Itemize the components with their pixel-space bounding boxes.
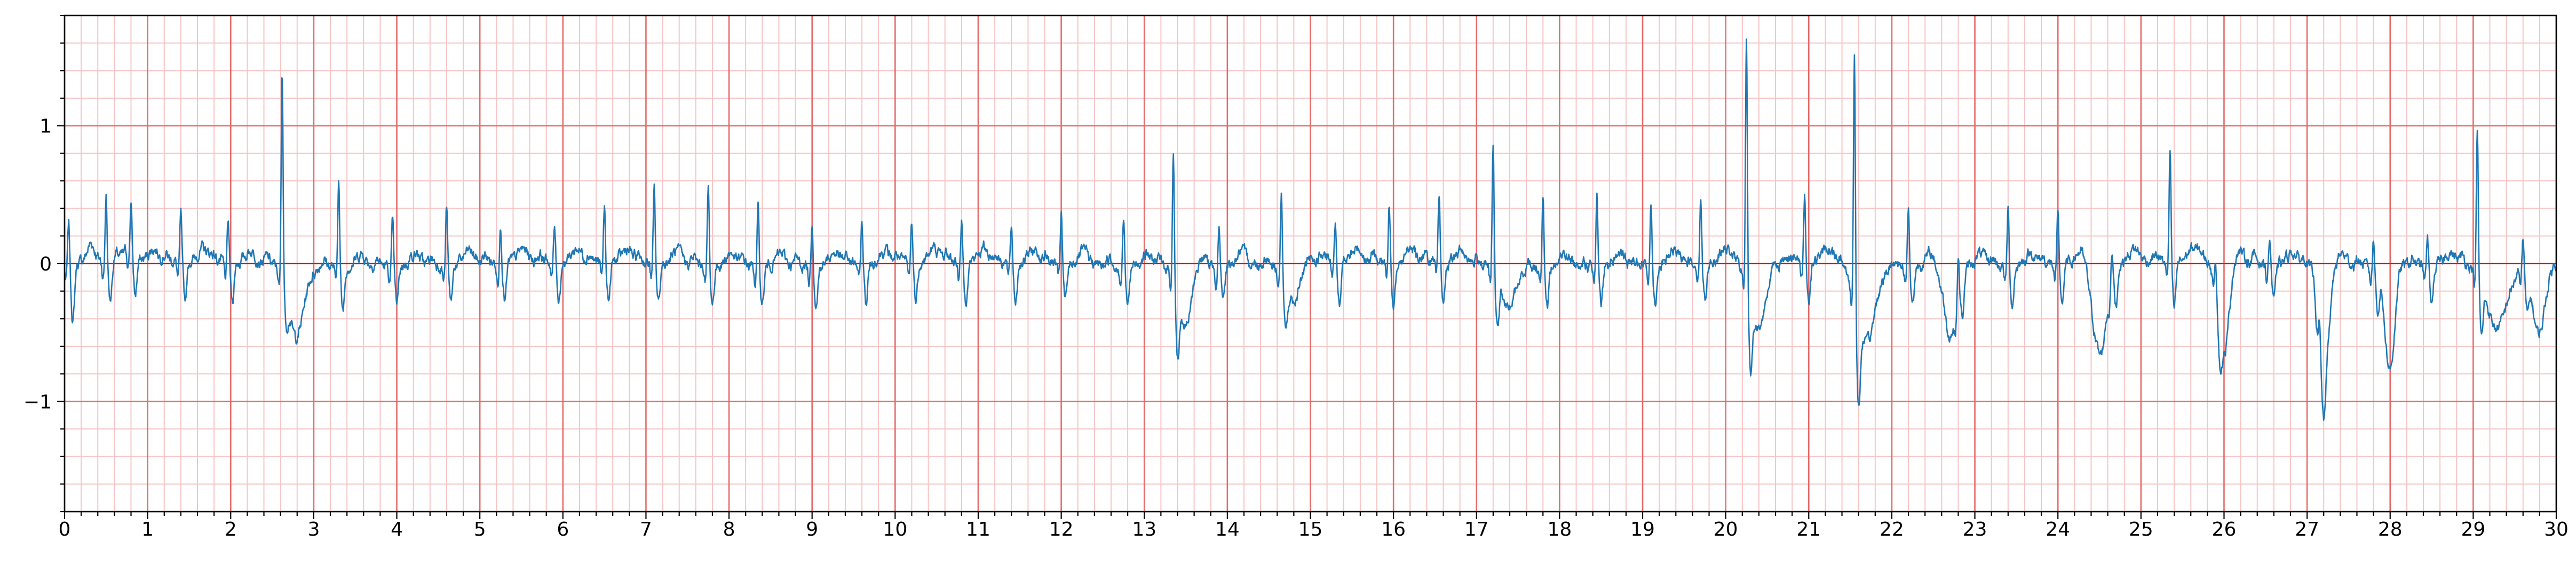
x-tick-label: 0	[59, 519, 71, 540]
x-tick-label: 30	[2544, 519, 2569, 540]
x-tick-label: 12	[1049, 519, 1074, 540]
x-tick-label: 21	[1796, 519, 1821, 540]
x-tick-label: 5	[474, 519, 486, 540]
x-tick-label: 16	[1381, 519, 1406, 540]
x-tick-label: 11	[966, 519, 990, 540]
y-axis-ticks: −1 0 1	[23, 14, 65, 513]
x-tick-label: 29	[2461, 519, 2485, 540]
x-tick-label: 23	[1963, 519, 1987, 540]
x-tick-label: 19	[1630, 519, 1655, 540]
x-tick-label: 17	[1464, 519, 1489, 540]
x-tick-label: 2	[225, 519, 237, 540]
x-tick-label: 6	[557, 519, 569, 540]
x-tick-label: 14	[1215, 519, 1240, 540]
ecg-signal-line	[64, 38, 2557, 421]
y-tick-label: −1	[23, 391, 52, 413]
x-tick-label: 24	[2046, 519, 2070, 540]
x-tick-label: 18	[1547, 519, 1572, 540]
y-tick-label: 0	[39, 253, 52, 275]
x-tick-label: 15	[1298, 519, 1323, 540]
x-tick-label: 26	[2212, 519, 2237, 540]
x-tick-label: 4	[391, 519, 403, 540]
x-tick-label: 20	[1714, 519, 1738, 540]
x-tick-label: 3	[307, 519, 320, 540]
x-tick-label: 13	[1132, 519, 1156, 540]
x-tick-label: 22	[1880, 519, 1904, 540]
x-tick-label: 9	[806, 519, 818, 540]
x-axis-ticks: 0 1 2 3 4 5 6 7 8 9 10 11 12 13 14 15 16 17 18 19 20 21 22 23 24…	[59, 512, 2569, 540]
x-tick-label: 28	[2378, 519, 2403, 540]
x-tick-label: 10	[883, 519, 907, 540]
x-tick-label: 8	[723, 519, 735, 540]
x-tick-label: 7	[640, 519, 652, 540]
x-tick-label: 1	[141, 519, 154, 540]
x-tick-label: 25	[2129, 519, 2153, 540]
y-tick-label: 1	[39, 116, 52, 138]
x-tick-label: 27	[2295, 519, 2319, 540]
